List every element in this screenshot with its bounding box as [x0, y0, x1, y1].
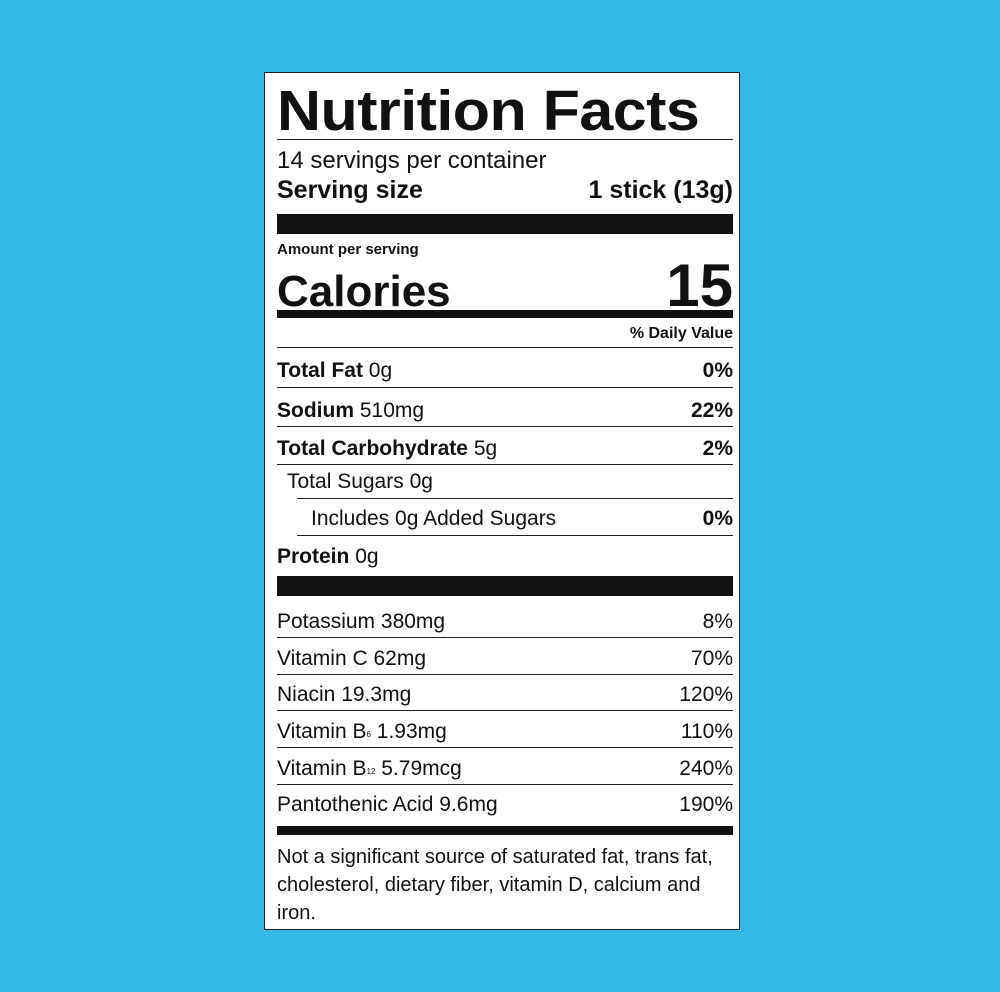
nutrient-name: Total Fat — [277, 359, 363, 382]
nutrient-row-total-carbohydrate: Total Carbohydrate 5g 2% — [277, 427, 733, 465]
amount-per-serving: Amount per serving — [277, 241, 419, 258]
serving-size-row: Serving size 1 stick (13g) — [277, 176, 733, 205]
nutrient-name: Protein — [277, 545, 350, 568]
nutrient-row-added-sugars: Includes 0g Added Sugars 0% — [297, 499, 733, 536]
vitamin-subscript: 12 — [366, 767, 376, 776]
nutrient-amount: 510mg — [359, 399, 425, 422]
vitamin-name: Vitamin B — [277, 757, 367, 780]
nutrient-amount: 5g — [473, 437, 498, 460]
calories-label: Calories — [277, 267, 451, 316]
daily-value-header-text: % Daily Value — [629, 325, 733, 342]
vitamin-row-vitamin-b12: Vitamin B12 5.79mcg 240% — [277, 748, 733, 785]
vitamin-row-niacin: Niacin 19.3mg 120% — [277, 675, 733, 711]
serving-size-value: 1 stick (13g) — [588, 176, 733, 204]
label-title: Nutrition Facts — [277, 79, 700, 143]
nutrient-amount: 0g — [355, 545, 379, 568]
nutrient-dv: 0% — [702, 507, 733, 530]
vitamin-amount: 19.3mg — [341, 683, 412, 706]
nutrition-facts-label: Nutrition Facts 14 servings per containe… — [264, 72, 740, 930]
vitamin-dv: 120% — [679, 683, 733, 706]
calories-row: Calories 15 — [277, 251, 733, 320]
vitamin-row-potassium: Potassium 380mg 8% — [277, 601, 733, 638]
calories-value: 15 — [666, 252, 733, 319]
vitamin-row-vitamin-c: Vitamin C 62mg 70% — [277, 638, 733, 675]
vitamin-amount: 5.79mcg — [381, 757, 462, 780]
vitamin-dv: 70% — [690, 647, 733, 670]
vitamin-row-vitamin-b6: Vitamin B6 1.93mg 110% — [277, 711, 733, 748]
nutrient-name: Includes 0g Added Sugars — [311, 507, 557, 530]
title-divider — [277, 139, 733, 140]
footnote: Not a significant source of saturated fa… — [277, 846, 713, 924]
thick-divider — [277, 214, 733, 234]
vitamin-name: Niacin — [277, 683, 336, 706]
vitamin-row-pantothenic-acid: Pantothenic Acid 9.6mg 190% — [277, 785, 733, 821]
nutrient-amount: 0g — [409, 470, 433, 493]
vitamin-name: Vitamin C — [277, 647, 368, 670]
vitamin-amount: 380mg — [380, 610, 446, 633]
medium-divider — [277, 310, 733, 318]
thick-divider — [277, 576, 733, 596]
nutrient-name: Total Sugars — [287, 470, 404, 493]
vitamin-subscript: 6 — [366, 730, 371, 739]
vitamin-dv: 240% — [679, 757, 733, 780]
vitamin-amount: 1.93mg — [376, 720, 447, 743]
daily-value-header: % Daily Value — [277, 321, 733, 348]
nutrient-row-sodium: Sodium 510mg 22% — [277, 388, 733, 427]
nutrient-row-protein: Protein 0g — [277, 536, 733, 572]
serving-size-label: Serving size — [277, 176, 423, 204]
nutrient-dv: 2% — [702, 437, 733, 460]
medium-divider — [277, 826, 733, 835]
vitamin-dv: 190% — [679, 793, 733, 816]
vitamin-dv: 110% — [680, 720, 733, 743]
nutrient-row-total-fat: Total Fat 0g 0% — [277, 354, 733, 388]
vitamin-amount: 9.6mg — [439, 793, 498, 816]
nutrient-name: Total Carbohydrate — [277, 437, 468, 460]
vitamin-amount: 62mg — [373, 647, 427, 670]
servings-per-container: 14 servings per container — [277, 147, 547, 174]
nutrient-dv: 0% — [702, 359, 733, 382]
vitamin-name: Potassium — [277, 610, 376, 633]
nutrient-name: Sodium — [277, 399, 354, 422]
vitamin-name: Pantothenic Acid — [277, 793, 434, 816]
nutrient-dv: 22% — [690, 399, 733, 422]
nutrient-amount: 0g — [368, 359, 393, 382]
nutrient-row-total-sugars: Total Sugars 0g — [287, 465, 733, 499]
vitamin-name: Vitamin B — [277, 720, 367, 743]
vitamin-dv: 8% — [702, 610, 733, 633]
